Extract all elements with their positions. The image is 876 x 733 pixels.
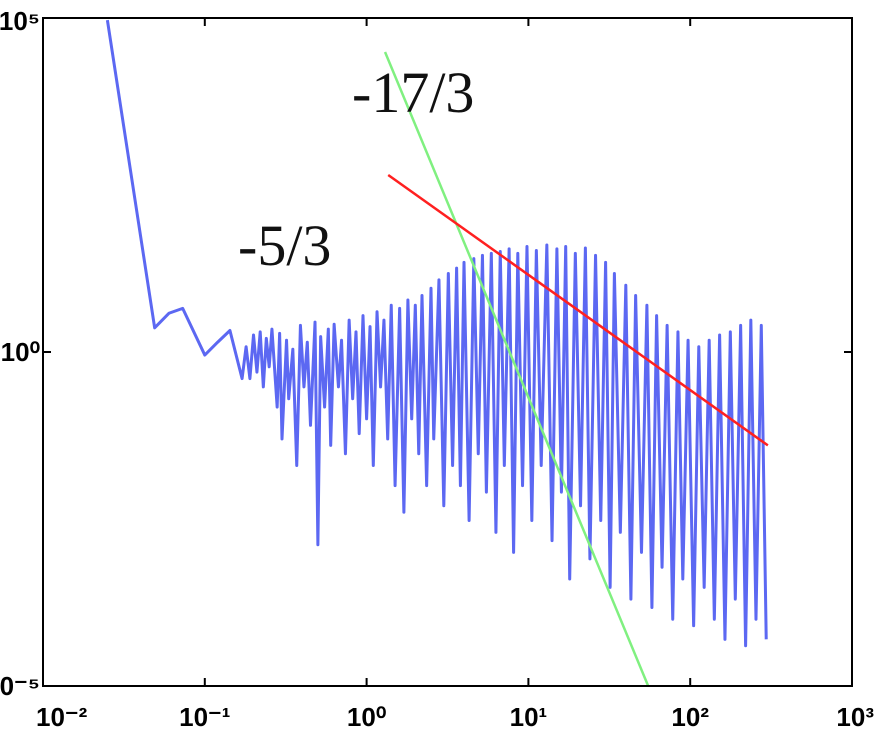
y-tick-label: 10⁵ xyxy=(0,6,40,36)
x-tick-label: 10¹ xyxy=(510,702,548,732)
x-tick-label: 10⁻² xyxy=(36,702,88,732)
y-tick-label: 10⁰ xyxy=(1,337,40,367)
series-line xyxy=(387,173,769,447)
annotation: -17/3 xyxy=(352,60,474,125)
series-line xyxy=(383,51,650,687)
x-tick-label: 10³ xyxy=(836,702,874,732)
plot-area xyxy=(105,19,769,687)
annotation: -5/3 xyxy=(238,213,331,278)
x-tick-label: 10⁰ xyxy=(347,702,386,732)
x-tick-label: 10⁻¹ xyxy=(179,702,230,732)
y-tick-label: 10⁻⁵ xyxy=(0,671,40,701)
series-line xyxy=(105,19,768,648)
x-tick-label: 10² xyxy=(671,702,709,732)
